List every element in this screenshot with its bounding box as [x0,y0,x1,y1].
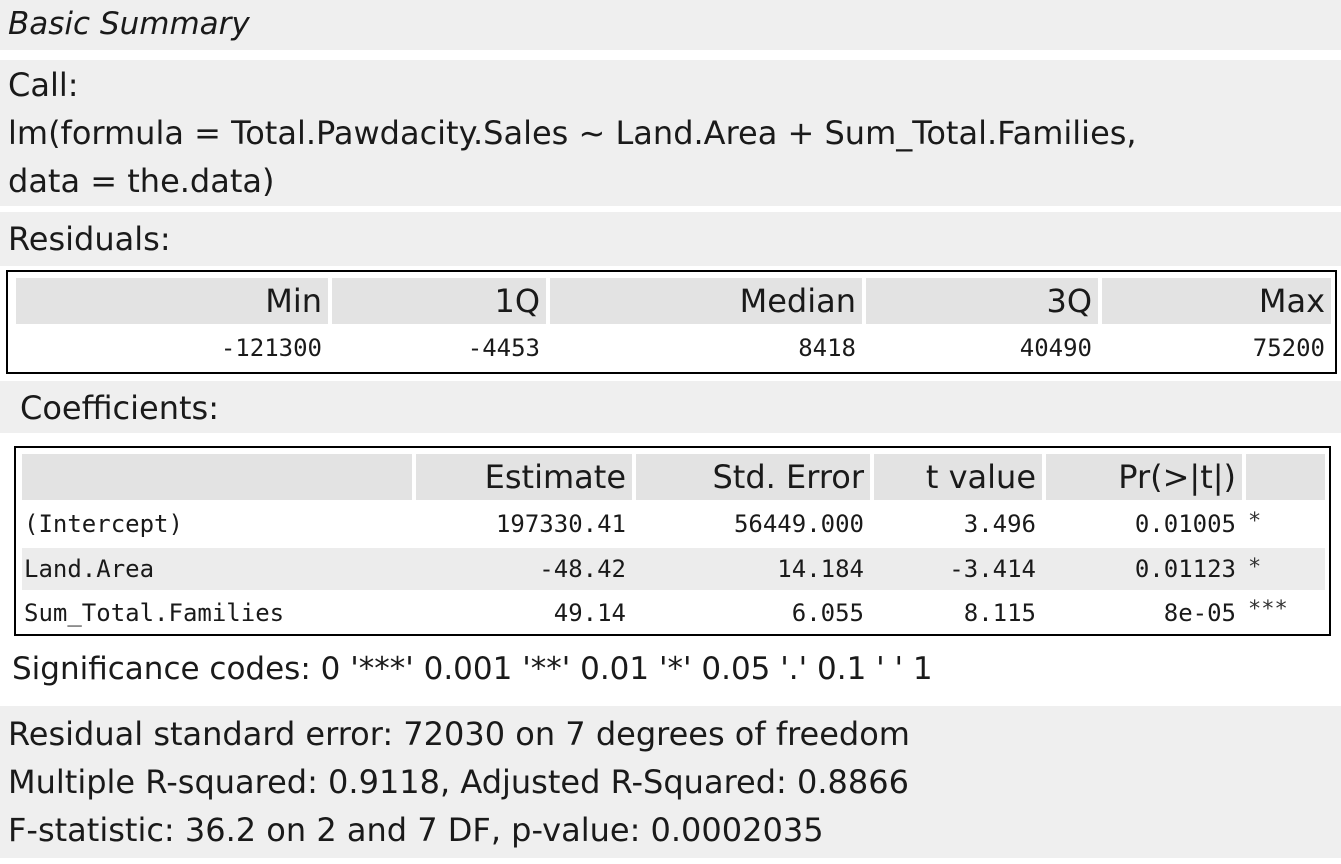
residuals-header-max: Max [1102,278,1331,324]
title-band [0,0,1341,50]
coef-row-t-value: -3.414 [949,555,1036,583]
coef-header-p-value: Pr(>|t|) [1046,454,1242,500]
coef-row-sig: * [1248,509,1262,534]
residuals-header-median: Median [550,278,862,324]
page-title: Basic Summary [8,6,250,42]
coef-row-t-value: 3.496 [963,510,1036,538]
residuals-value-3q: 40490 [1019,334,1092,362]
coef-row-p-value: 8e-05 [1163,599,1236,627]
residuals-header-1q: 1Q [332,278,546,324]
coef-row-std-error: 56449.000 [733,510,864,538]
significance-codes: Significance codes: 0 '***' 0.001 '**' 0… [12,651,933,687]
residuals-heading-band [0,212,1341,266]
residuals-table: Min 1Q Median 3Q Max -121300 -4453 8418 … [6,270,1337,374]
coef-header-term [22,454,412,500]
call-band [0,60,1341,206]
coef-row-p-value: 0.01123 [1134,555,1236,583]
call-formula-line1: lm(formula = Total.Pawdacity.Sales ~ Lan… [8,114,1137,152]
residuals-value-1q: -4453 [467,334,540,362]
f-statistic: F-statistic: 36.2 on 2 and 7 DF, p-value… [8,811,824,849]
residuals-header-3q: 3Q [866,278,1098,324]
residuals-value-min: -121300 [220,334,322,362]
call-formula-line2: data = the.data) [8,162,275,200]
coef-row-estimate: 49.14 [553,599,626,627]
coef-row-sig: * [1248,555,1262,580]
coef-row-term: Land.Area [24,555,155,583]
coef-header-estimate: Estimate [416,454,632,500]
coef-row-p-value: 0.01005 [1134,510,1236,538]
residuals-value-max: 75200 [1252,334,1325,362]
coef-row-std-error: 14.184 [777,555,864,583]
coef-row-t-value: 8.115 [963,599,1036,627]
coefficients-heading: Coefficients: [20,389,219,427]
residuals-header-min: Min [16,278,328,324]
coef-row-term: (Intercept) [24,510,183,538]
coef-row-sig: *** [1248,597,1288,622]
coef-row-std-error: 6.055 [791,599,864,627]
coef-header-std-error: Std. Error [636,454,870,500]
fit-stats-band [0,706,1341,858]
coefficients-heading-band [0,381,1341,433]
residual-standard-error: Residual standard error: 72030 on 7 degr… [8,715,910,753]
coef-header-sig [1246,454,1325,500]
coef-header-t-value: t value [874,454,1042,500]
coef-row-estimate: 197330.41 [495,510,626,538]
r-squared: Multiple R-squared: 0.9118, Adjusted R-S… [8,763,909,801]
residuals-value-median: 8418 [798,334,856,362]
coefficients-table: Estimate Std. Error t value Pr(>|t|) (In… [14,446,1331,636]
coef-row-estimate: -48.42 [539,555,626,583]
coef-row-stripe [22,548,1325,590]
coef-row-term: Sum_Total.Families [24,599,285,627]
call-heading: Call: [8,66,79,104]
residuals-heading: Residuals: [8,220,171,258]
